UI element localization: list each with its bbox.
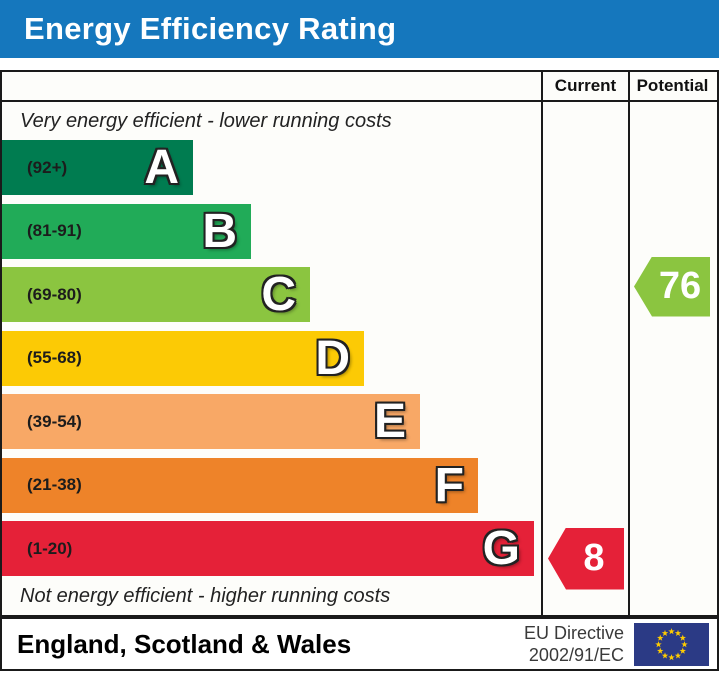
rating-table: Current Potential Very energy efficient … — [0, 70, 719, 617]
band-letter: D — [315, 331, 350, 385]
band-letter: B — [202, 204, 237, 258]
band-letter: E — [373, 395, 406, 448]
band-letter: F — [434, 458, 464, 512]
band-range-label: (39-54) — [27, 411, 82, 431]
band-c: (69-80) C — [2, 267, 310, 322]
eu-flag-icon — [634, 622, 709, 666]
title-bar: Energy Efficiency Rating — [0, 0, 719, 58]
footer: England, Scotland & Wales EU Directive 2… — [0, 617, 719, 671]
eu-directive-line2: 2002/91/EC — [528, 645, 624, 665]
band-e: (39-54) E — [2, 394, 420, 449]
potential-column-divider — [628, 72, 630, 615]
current-rating-marker: 8 — [548, 527, 624, 590]
header-divider — [2, 100, 717, 102]
band-range-label: (21-38) — [27, 475, 82, 494]
band-range-label: (81-91) — [27, 221, 82, 240]
region-label: England, Scotland & Wales — [17, 628, 352, 659]
band-d: (55-68) D — [2, 330, 364, 386]
potential-rating-value: 76 — [658, 265, 702, 307]
column-header-current: Current — [554, 76, 617, 95]
band-a: (92+) A — [2, 140, 193, 195]
very-efficient-note: Very energy efficient - lower running co… — [20, 110, 392, 132]
band-range-label: (69-80) — [27, 284, 82, 304]
bands-container: (92+) A (81-91) B (69-80) C (55-68) D (39-54) E (2… — [2, 72, 717, 615]
band-range-label: (1-20) — [27, 538, 73, 558]
band-range-label: (92+) — [27, 157, 68, 177]
band-letter: G — [482, 522, 520, 575]
column-header-potential: Potential — [636, 76, 709, 95]
eu-directive-label: EU Directive 2002/91/EC — [524, 622, 624, 667]
band-letter: A — [144, 141, 179, 194]
band-f: (21-38) F — [2, 457, 478, 513]
not-efficient-note: Not energy efficient - higher running co… — [20, 585, 391, 607]
band-g: (1-20) G — [2, 521, 534, 576]
potential-rating-marker: 76 — [634, 256, 710, 317]
band-b: (81-91) B — [2, 203, 251, 259]
current-rating-value: 8 — [583, 537, 605, 579]
band-range-label: (55-68) — [27, 348, 82, 367]
eu-directive-line1: EU Directive — [523, 622, 624, 643]
current-column-divider — [541, 72, 543, 615]
band-letter: C — [261, 268, 296, 321]
page-title: Energy Efficiency Rating — [24, 11, 397, 46]
